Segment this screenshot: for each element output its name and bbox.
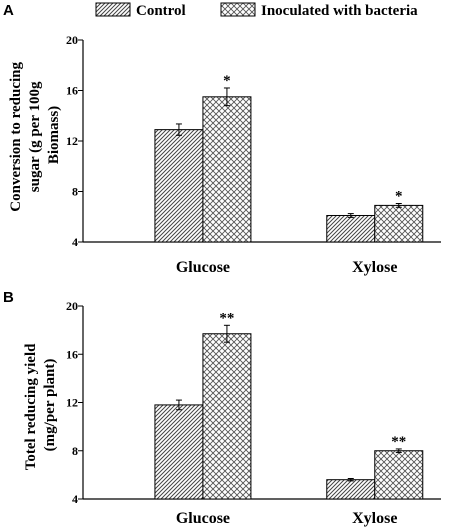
legend-label-control: Control [136,3,186,19]
y-tick-label: 12 [66,134,78,148]
plot-area-b: 4 8 12 16 20 ** Glucose ** Xylose [66,299,441,527]
y-tick-label: 20 [66,33,78,47]
y-axis-label-b-line-2: (mg/per plant) [42,359,58,452]
y-tick-label: 16 [66,347,78,361]
y-axis-label-a-line-3: Biomass) [46,106,62,164]
bar-inoculated-glucose [202,96,252,243]
x-category-label-glucose: Glucose [176,510,230,527]
legend-label-inoculated: Inoculated with bacteria [261,3,418,19]
plot-area-a: 4 8 12 16 20 * Glucose * Xylose [66,33,441,276]
panel-letter-a: A [3,2,14,19]
x-category-label-xylose: Xylose [352,259,397,276]
y-axis-label-b: Totel reducing yield (mg/per plant) [23,340,58,470]
bar-control-glucose [154,129,204,243]
significance-marker: * [223,73,231,89]
y-tick-label: 8 [72,185,78,199]
x-category-label-glucose: Glucose [176,259,230,276]
legend-swatch-inoculated [220,2,256,17]
x-category-label-xylose: Xylose [352,510,397,527]
y-tick-label: 8 [72,444,78,458]
panel-letter-b: B [3,289,14,306]
bar-inoculated-glucose [202,333,252,500]
bar-inoculated-xylose [374,204,424,243]
y-axis-label-a-line-1: Conversion to reducing [8,62,24,212]
y-axis-label-b-line-1: Totel reducing yield [23,343,39,470]
bar-control-xylose [326,479,376,500]
significance-marker: ** [391,434,406,450]
bar-inoculated-xylose [374,450,424,500]
chart-panel-a: A Conversion to reducing sugar (g per 10… [3,2,441,276]
y-tick-label: 20 [66,299,78,313]
bar-control-glucose [154,404,204,500]
y-tick-label: 12 [66,396,78,410]
y-axis-label-a-line-2: sugar (g per 100g [27,81,43,192]
y-axis-label-a: Conversion to reducing sugar (g per 100g… [8,58,62,211]
y-tick-label: 4 [72,235,78,249]
chart-panel-b: B Totel reducing yield (mg/per plant) 4 8… [3,289,441,527]
legend: Control Inoculated with bacteria [95,2,418,19]
significance-marker: ** [219,310,234,326]
significance-marker: * [395,188,403,204]
bar-control-xylose [326,214,376,243]
y-tick-label: 16 [66,84,78,98]
legend-swatch-control [95,2,131,17]
y-tick-label: 4 [72,492,78,506]
